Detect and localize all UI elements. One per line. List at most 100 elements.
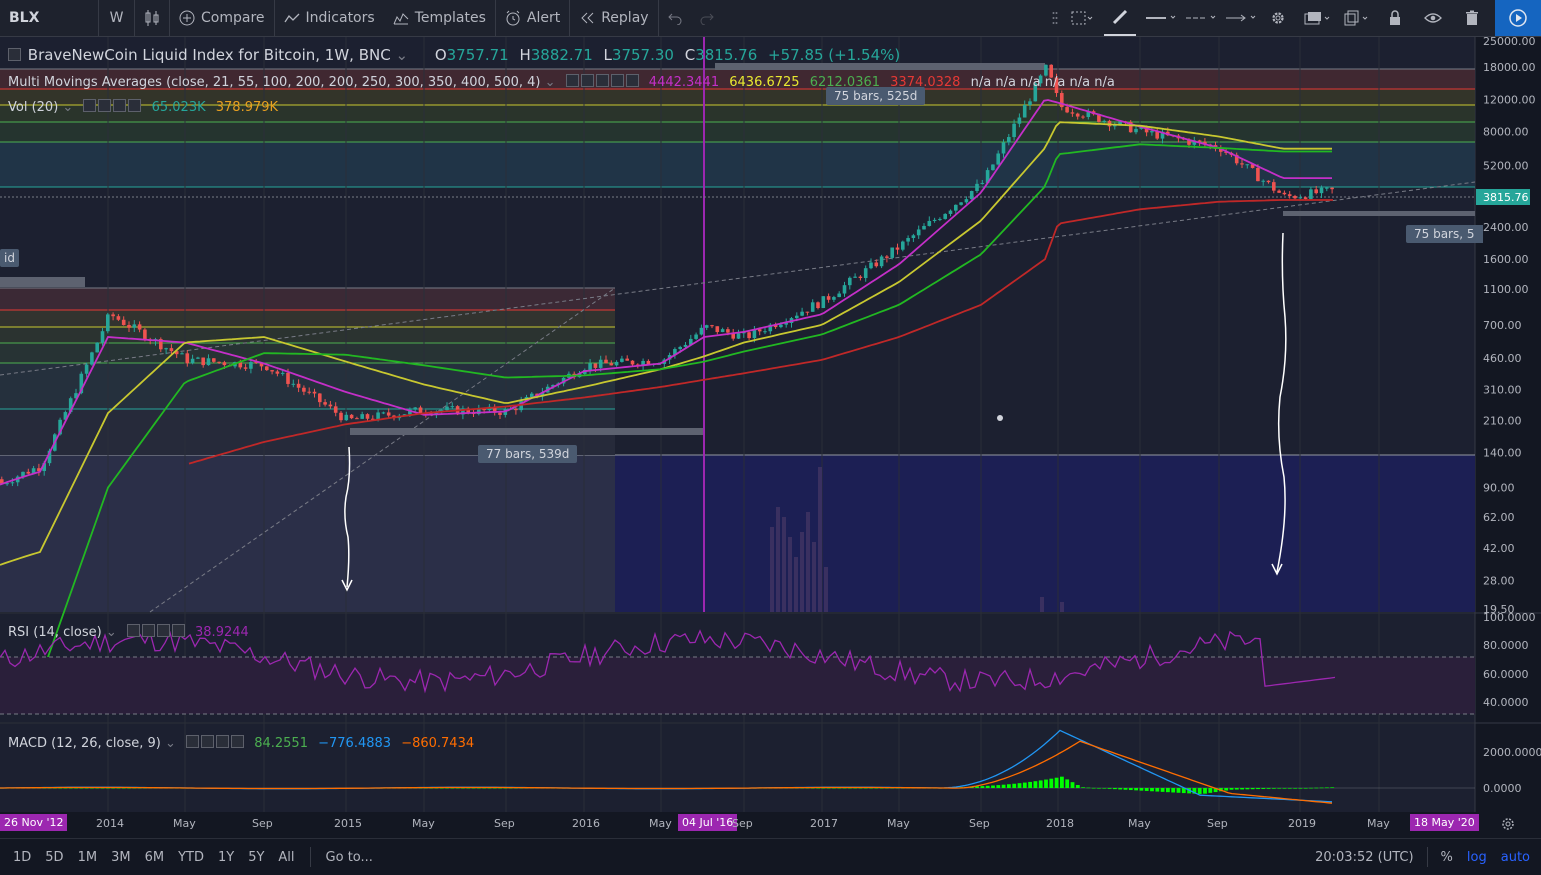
goto-button[interactable]: Go to... [325,849,373,865]
side-panel-toggle[interactable] [1495,0,1541,36]
eye-icon[interactable] [83,99,97,112]
symbol-search[interactable]: BLX [0,0,98,36]
price-chart[interactable]: 25000.00 18000.00 12000.00 8000.00 5200.00 38… [0,37,1541,837]
macd-histogram-bar [1118,788,1123,790]
range-bar[interactable] [350,428,703,435]
candle-body [63,412,68,420]
low-value: 3757.30 [611,46,674,64]
eye-icon[interactable] [186,735,200,748]
plus-icon[interactable] [216,735,230,748]
collapse-icon[interactable] [8,48,21,61]
macd-histogram-bar [74,787,78,789]
time-axis[interactable]: 26 Nov '12 2014 May Sep 2015 May Sep 2016 May 04 … [0,812,1541,837]
plus-icon[interactable] [113,99,127,112]
grip-icon [1052,12,1058,24]
range-button-5d[interactable]: 5D [45,849,64,865]
range-button-3m[interactable]: 3M [111,849,131,865]
compare-button[interactable]: Compare [170,0,274,36]
eye-icon[interactable] [126,624,140,637]
indicators-button[interactable]: Indicators [275,0,384,36]
line-width-button[interactable] [1182,0,1220,36]
templates-button[interactable]: Templates [384,0,495,36]
macd-histogram-bar [1208,788,1213,793]
chevron-down-icon[interactable]: ⌄ [62,100,74,115]
gear-icon[interactable] [98,99,112,112]
range-label[interactable]: 77 bars, 539d [478,445,578,463]
rsi-label[interactable]: RSI (14, close) [8,625,102,640]
close-icon[interactable] [625,74,639,87]
range-button-1d[interactable]: 1D [13,849,32,865]
range-label[interactable]: id [0,249,19,267]
trend-line[interactable] [149,287,616,613]
visibility-button[interactable] [1420,0,1446,36]
candle-body [1314,189,1318,194]
gear-icon[interactable] [580,74,594,87]
line-style-button[interactable] [1142,0,1180,36]
close-icon[interactable] [128,99,142,112]
copy-button[interactable] [1340,0,1374,36]
series-title[interactable]: BraveNewCoin Liquid Index for Bitcoin, 1… [27,46,391,64]
macd-histogram-bar [1272,788,1276,789]
symbol-label: BLX [9,10,40,26]
range-button-ytd[interactable]: YTD [178,849,204,865]
close-icon[interactable] [231,735,245,748]
chevron-down-icon[interactable]: ⌄ [165,736,176,751]
lock-button[interactable] [1384,0,1406,36]
chevron-down-icon[interactable]: ⌄ [544,75,556,90]
delete-button[interactable] [1460,0,1484,36]
chart-area[interactable]: 25000.00 18000.00 12000.00 8000.00 5200.00 38… [0,37,1541,837]
undo-button[interactable] [659,0,691,36]
gear-icon[interactable] [201,735,215,748]
candle-body [1033,83,1038,102]
macd-label[interactable]: MACD (12, 26, close, 9) [8,736,161,751]
annotation-arrow[interactable] [1276,232,1287,573]
templates-panel-button[interactable] [1300,0,1334,36]
range-button-5y[interactable]: 5Y [248,849,265,865]
candle-body [302,387,306,392]
percent-toggle[interactable]: % [1440,849,1453,865]
mma-label[interactable]: Multi Movings Averages (close, 21, 55, 1… [8,75,541,90]
range-button-6m[interactable]: 6M [144,849,165,865]
chevron-down-icon[interactable]: ⌄ [395,46,409,64]
auto-toggle[interactable]: auto [1500,849,1530,865]
eye-icon[interactable] [565,74,579,87]
range-buttons: 1D 5D 1M 3M 6M YTD 1Y 5Y All [6,850,302,865]
range-label[interactable]: 75 bars, 5 [1406,225,1483,243]
range-button-all[interactable]: All [278,849,295,865]
alert-button[interactable]: Alert [496,0,569,36]
redo-button[interactable] [691,0,723,36]
chevron-down-icon[interactable]: ⌄ [105,625,117,640]
volume-label[interactable]: Vol (20) [8,100,59,115]
gear-icon[interactable] [141,624,155,637]
candle-body [985,170,990,183]
plus-icon[interactable] [610,74,624,87]
macd-histogram-bar [858,787,863,789]
macd-histogram-bar [1075,785,1080,788]
settings-button[interactable] [1266,0,1290,36]
replay-button[interactable]: Replay [570,0,657,36]
brush-tool-button[interactable] [1104,0,1136,36]
macd-histogram-bar [127,787,131,789]
trend-line[interactable] [0,181,1476,376]
line-end-button[interactable] [1222,0,1260,36]
range-button-1m[interactable]: 1M [77,849,98,865]
macd-histogram-bar [1309,787,1313,789]
close-icon[interactable] [171,624,185,637]
range-bar[interactable] [0,277,85,287]
axis-settings-button[interactable] [1500,816,1518,834]
chart-style-button[interactable] [135,0,169,36]
select-tool-button[interactable] [1066,0,1098,36]
range-label[interactable]: 75 bars, 525d [826,87,926,105]
log-toggle[interactable]: log [1466,849,1487,865]
annotation-arrow[interactable] [344,446,351,588]
source-code-icon[interactable] [595,74,609,87]
candle-body [731,332,735,339]
drag-handle[interactable] [1048,0,1062,36]
macd-histogram-bar [1091,787,1096,789]
range-bar[interactable] [1283,211,1475,216]
price-axis[interactable]: 25000.00 18000.00 12000.00 8000.00 5200.00 38… [1476,37,1541,795]
plus-icon[interactable] [156,624,170,637]
range-bar[interactable] [715,63,1045,70]
range-button-1y[interactable]: 1Y [217,849,235,865]
interval-button[interactable]: W [99,0,134,36]
